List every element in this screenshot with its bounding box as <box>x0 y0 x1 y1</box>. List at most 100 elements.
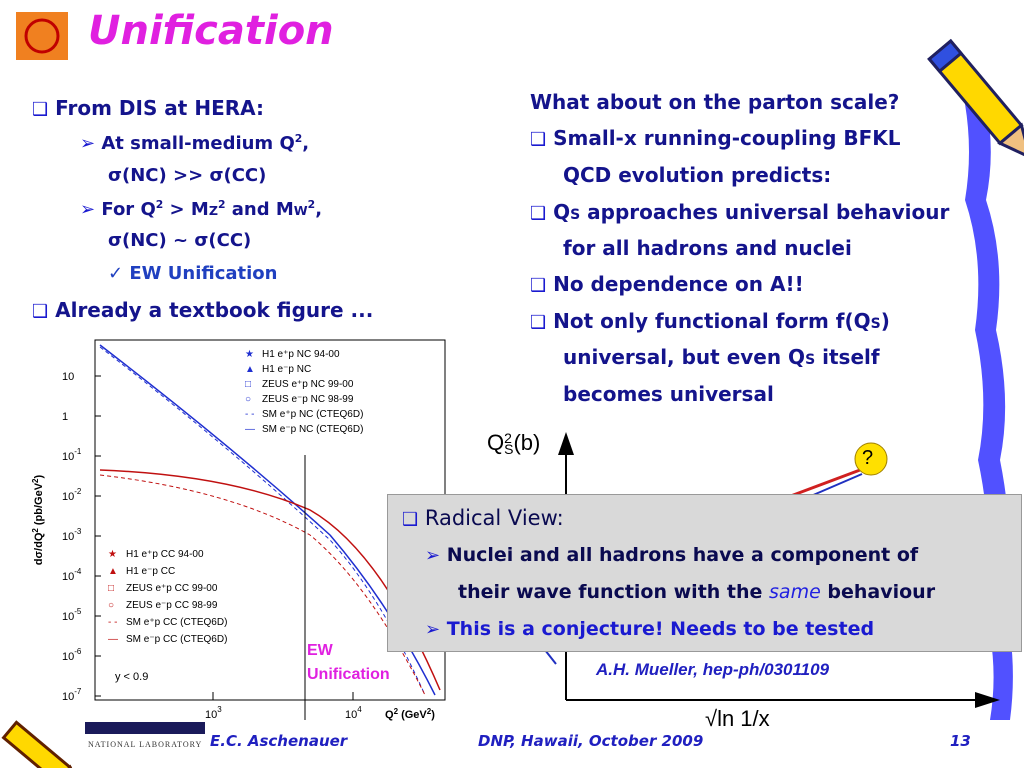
pencil-icon <box>1 720 82 768</box>
text: S <box>870 316 881 332</box>
legend-entry: H1 e⁺p CC 94-00 <box>126 549 204 560</box>
tick-base: 10 <box>62 371 74 383</box>
question-badge <box>854 442 888 476</box>
pencil-icon <box>927 38 1024 160</box>
text: QCD evolution predicts: <box>563 163 832 187</box>
text: , <box>315 199 323 220</box>
bullet: ❑ Small-x running-coupling BFKL <box>530 126 901 150</box>
y-tick-label: 10 <box>62 371 74 383</box>
logo-ring <box>24 18 60 54</box>
y-tick-label: 1 <box>62 411 68 423</box>
tick-exp: -6 <box>74 647 82 656</box>
bullet: ➢ For Q2 > MZ2 and MW2, <box>80 198 323 220</box>
tick-base: 10 <box>62 491 74 503</box>
tick-base: 10 <box>62 611 74 623</box>
text: their wave function with the same behavi… <box>458 581 936 603</box>
y-tick-label: 10-7 <box>62 687 82 703</box>
y-tick-label: 10-5 <box>62 607 82 623</box>
y-tick-label: 10-2 <box>62 487 82 503</box>
text: Small-x running-coupling BFKL <box>553 126 901 150</box>
lab-name: NATIONAL LABORATORY <box>88 740 203 749</box>
legend-symbol: ▲ <box>245 364 255 375</box>
text: Radical View: <box>424 506 564 530</box>
legend-symbol: ▲ <box>108 566 118 577</box>
tick-base: 10 <box>62 571 74 583</box>
text: universal, but even QS itself <box>563 345 880 369</box>
box-title: ❑ Radical View: <box>402 506 564 530</box>
legend-symbol: — <box>108 634 118 645</box>
legend-entry: SM e⁻p CC (CTEQ6D) <box>126 634 227 645</box>
cut-label: y < 0.9 <box>115 671 148 683</box>
legend-entry: ZEUS e⁺p CC 99-00 <box>126 583 218 594</box>
text: Q <box>553 200 571 224</box>
bullet: ➢ This is a conjecture! Needs to be test… <box>425 618 875 640</box>
text: ) <box>880 309 890 333</box>
bullet: ➢ At small-medium Q2, <box>80 132 310 154</box>
question-mark: ? <box>862 447 874 469</box>
text: W <box>293 203 308 218</box>
tick-exp: -1 <box>74 447 82 456</box>
legend-symbol: - - <box>108 617 117 628</box>
text: approaches universal behaviour <box>580 200 950 224</box>
tick-base: 10 <box>62 651 74 663</box>
tick-base: 10 <box>62 531 74 543</box>
bullet: ❑ Already a textbook figure ... <box>32 298 374 322</box>
bullet: ❑ From DIS at HERA: <box>32 96 264 120</box>
text: Already a textbook figure ... <box>55 298 374 322</box>
tick-base: 10 <box>62 451 74 463</box>
legend-symbol: ○ <box>108 600 114 611</box>
annotation: EW <box>307 642 334 659</box>
author: E.C. Aschenauer <box>210 732 348 750</box>
text: > M <box>163 199 209 220</box>
text: For Q <box>101 199 156 220</box>
text: S <box>805 352 816 368</box>
text: σ(NC) ~ σ(CC) <box>108 230 252 251</box>
legend-entry: H1 e⁺p NC 94-00 <box>262 349 340 360</box>
legend-entry: ZEUS e⁻p CC 98-99 <box>126 600 218 611</box>
text: , <box>302 133 310 154</box>
y-tick-label: 10-1 <box>62 447 82 463</box>
legend-entry: SM e⁺p CC (CTEQ6D) <box>126 617 227 628</box>
bullet: ➢ Nuclei and all hadrons have a componen… <box>425 544 919 566</box>
legend-symbol: □ <box>108 583 114 594</box>
text: This is a conjecture! Needs to be tested <box>446 618 875 640</box>
bullet: ❑ QS approaches universal behaviour <box>530 200 950 224</box>
sketch-x-label: √ln 1/x <box>705 706 770 731</box>
x-tick-label: 103 <box>205 705 222 721</box>
legend-symbol: □ <box>245 379 251 390</box>
legend-symbol: — <box>245 424 255 435</box>
legend-entry: H1 e⁻p CC <box>126 566 175 577</box>
arrow <box>558 432 574 455</box>
question: What about on the parton scale? <box>530 90 900 114</box>
tick-base: 10 <box>345 709 357 721</box>
page-number: 13 <box>950 732 971 750</box>
sketch-curve <box>544 649 557 665</box>
tick-base: 1 <box>62 411 68 423</box>
bullet: ❑ No dependence on A!! <box>530 272 804 296</box>
bullet: ✓ EW Unification <box>108 263 278 284</box>
text: At small-medium Q <box>101 133 295 154</box>
annotation: Unification <box>307 666 390 683</box>
text: becomes universal <box>563 382 774 406</box>
tick-exp: -4 <box>74 567 82 576</box>
tick-exp: 4 <box>357 705 362 714</box>
text: 2 <box>155 198 164 211</box>
x-label: Q2 (GeV2) <box>385 707 435 721</box>
legend-symbol: ★ <box>108 549 117 560</box>
legend-entry: SM e⁻p NC (CTEQ6D) <box>262 424 363 435</box>
text: From DIS at HERA: <box>55 96 264 120</box>
legend-entry: SM e⁺p NC (CTEQ6D) <box>262 409 363 420</box>
legend-symbol: ○ <box>245 394 251 405</box>
bullet: ❑ Not only functional form f(QS) <box>530 309 890 333</box>
y-tick-label: 10-4 <box>62 567 82 583</box>
legend-entry: H1 e⁻p NC <box>262 364 311 375</box>
callout-box <box>387 494 1022 652</box>
legend-symbol: ★ <box>245 349 254 360</box>
text: Z <box>208 203 218 218</box>
y-tick-label: 10-6 <box>62 647 82 663</box>
event: DNP, Hawaii, October 2009 <box>478 732 704 750</box>
y-label: dσ/dQ2 (pb/GeV2) <box>31 474 45 565</box>
text: 2 <box>307 198 316 211</box>
x-tick-label: 104 <box>345 705 362 721</box>
